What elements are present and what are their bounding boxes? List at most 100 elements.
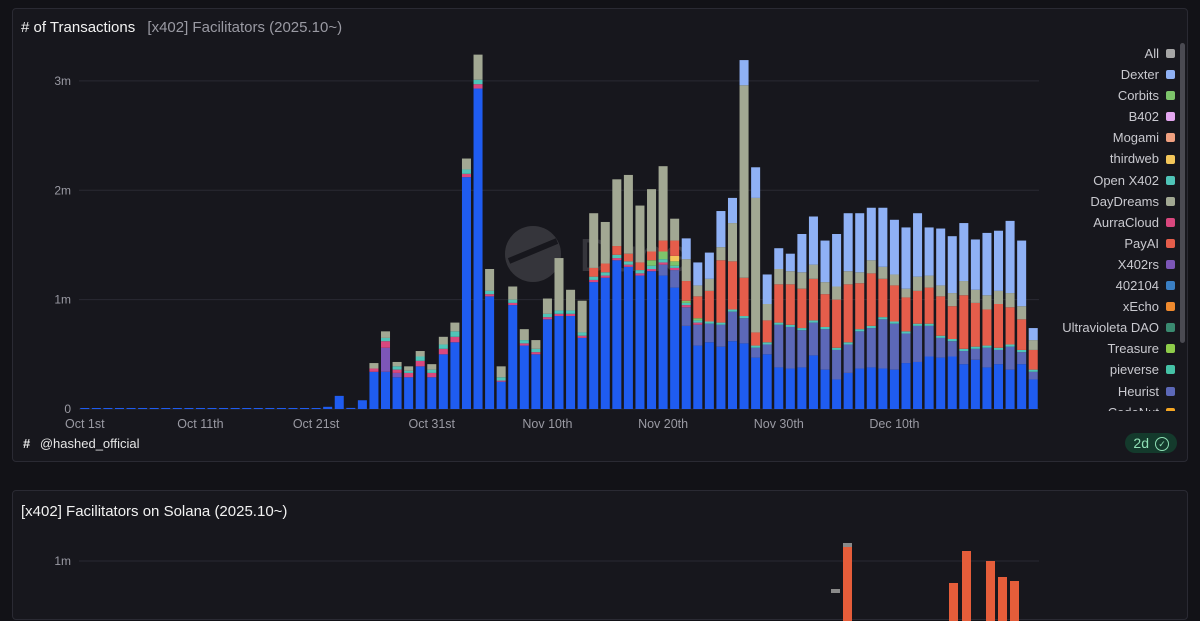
legend-item[interactable]: pieverse (1015, 359, 1175, 380)
bar-segment (589, 279, 599, 283)
bar-segment (623, 261, 633, 265)
bar-segment (589, 213, 599, 268)
bar-segment (438, 354, 448, 409)
bar-segment (797, 234, 807, 273)
bar-segment (936, 285, 946, 297)
bar-segment (889, 274, 899, 286)
bar-segment (658, 166, 668, 241)
bar-segment (647, 265, 657, 269)
hash-icon: # (23, 436, 31, 451)
bar-segment (1017, 240, 1027, 307)
legend-item[interactable]: Dexter (1015, 64, 1175, 85)
bar-segment (808, 322, 818, 356)
bar-segment (924, 356, 934, 409)
bar-segment (635, 270, 645, 274)
legend-item[interactable]: Corbits (1015, 85, 1175, 106)
bar-segment (485, 296, 495, 409)
x-tick-label: Oct 31st (408, 417, 455, 431)
bar-segment (901, 333, 911, 364)
bar-segment (623, 174, 633, 254)
bar-segment (843, 213, 853, 272)
bar-segment (797, 367, 807, 409)
legend-swatch (1166, 91, 1175, 101)
legend-item[interactable]: Heurist (1015, 381, 1175, 402)
bar-segment (542, 319, 552, 409)
bar-segment (797, 272, 807, 289)
chart-legend[interactable]: All Dexter Corbits B402 Mogami thirdweb Open X… (1015, 43, 1175, 411)
bar-segment (727, 311, 738, 342)
legend-item[interactable]: 402104 (1015, 275, 1175, 296)
bar-segment (913, 325, 923, 362)
legend-label: Treasure (1107, 341, 1159, 357)
bar-segment (473, 54, 483, 80)
bar-segment (450, 336, 460, 343)
bar-segment (91, 408, 101, 409)
bar-segment (774, 367, 784, 409)
attribution[interactable]: # @hashed_official (23, 436, 140, 451)
legend-item[interactable]: xEcho (1015, 296, 1175, 317)
legend-item[interactable]: Treasure (1015, 338, 1175, 359)
bar-segment (404, 366, 414, 371)
legend-scrollbar[interactable] (1180, 43, 1185, 343)
bar-segment (392, 361, 402, 367)
bar (1010, 581, 1019, 621)
bar-segment (647, 260, 657, 266)
legend-swatch (1166, 302, 1175, 312)
legend-item[interactable]: AurraCloud (1015, 212, 1175, 233)
bar-segment (612, 258, 622, 261)
bar-segment (878, 319, 888, 369)
legend-item[interactable]: thirdweb (1015, 148, 1175, 169)
bar-segment (496, 380, 506, 382)
legend-item[interactable]: Mogami (1015, 127, 1175, 148)
legend-item[interactable]: DayDreams (1015, 191, 1175, 212)
bar-segment (970, 346, 980, 349)
bar-segment (1028, 328, 1038, 341)
bar-segment (265, 408, 275, 409)
bar-segment (1005, 293, 1015, 308)
bar-segment (542, 298, 552, 314)
legend-item[interactable]: All (1015, 43, 1175, 64)
bar-segment (855, 329, 865, 332)
bar-segment (716, 324, 726, 347)
legend-item[interactable]: Ultravioleta DAO (1015, 317, 1175, 338)
bar-segment (843, 344, 853, 373)
bar-segment (508, 302, 518, 306)
bar-segment (704, 278, 714, 291)
y-tick-label: 3m (54, 74, 71, 88)
bar-segment (762, 320, 772, 343)
bar-segment (450, 331, 460, 337)
bar-segment (982, 347, 992, 368)
bar-segment (970, 239, 980, 290)
bar-segment (1028, 340, 1038, 350)
bar-segment (947, 341, 957, 357)
legend-label: CodeNut (1108, 405, 1159, 411)
bar-segment (959, 281, 969, 296)
bar-segment (739, 277, 749, 317)
legend-item[interactable]: CodeNut (1015, 402, 1175, 411)
bar-segment (635, 275, 645, 409)
bar-segment (901, 227, 911, 289)
bar-segment (855, 283, 865, 330)
legend-label: All (1144, 46, 1159, 61)
bar-segment (913, 276, 923, 291)
bar-segment (670, 265, 680, 268)
freshness-badge[interactable]: 2d ✓ (1125, 432, 1177, 453)
bar-segment (994, 290, 1004, 304)
bar-segment (1017, 306, 1027, 320)
legend-label: pieverse (1109, 362, 1159, 378)
bar-segment (311, 408, 321, 409)
bar-segment (577, 300, 587, 333)
bar-segment (496, 381, 506, 409)
legend-label: xEcho (1122, 299, 1159, 315)
bar-segment (785, 326, 795, 369)
bar-segment (751, 345, 761, 348)
legend-item[interactable]: Open X402 (1015, 170, 1175, 191)
bar-segment (577, 335, 587, 338)
legend-item[interactable]: X402rs (1015, 254, 1175, 275)
legend-item[interactable]: B402 (1015, 106, 1175, 127)
x-tick-label: Nov 20th (638, 417, 688, 431)
bar-segment (832, 234, 842, 287)
bar-segment (681, 300, 691, 303)
legend-item[interactable]: PayAI (1015, 233, 1175, 254)
bar-segment (785, 368, 795, 409)
